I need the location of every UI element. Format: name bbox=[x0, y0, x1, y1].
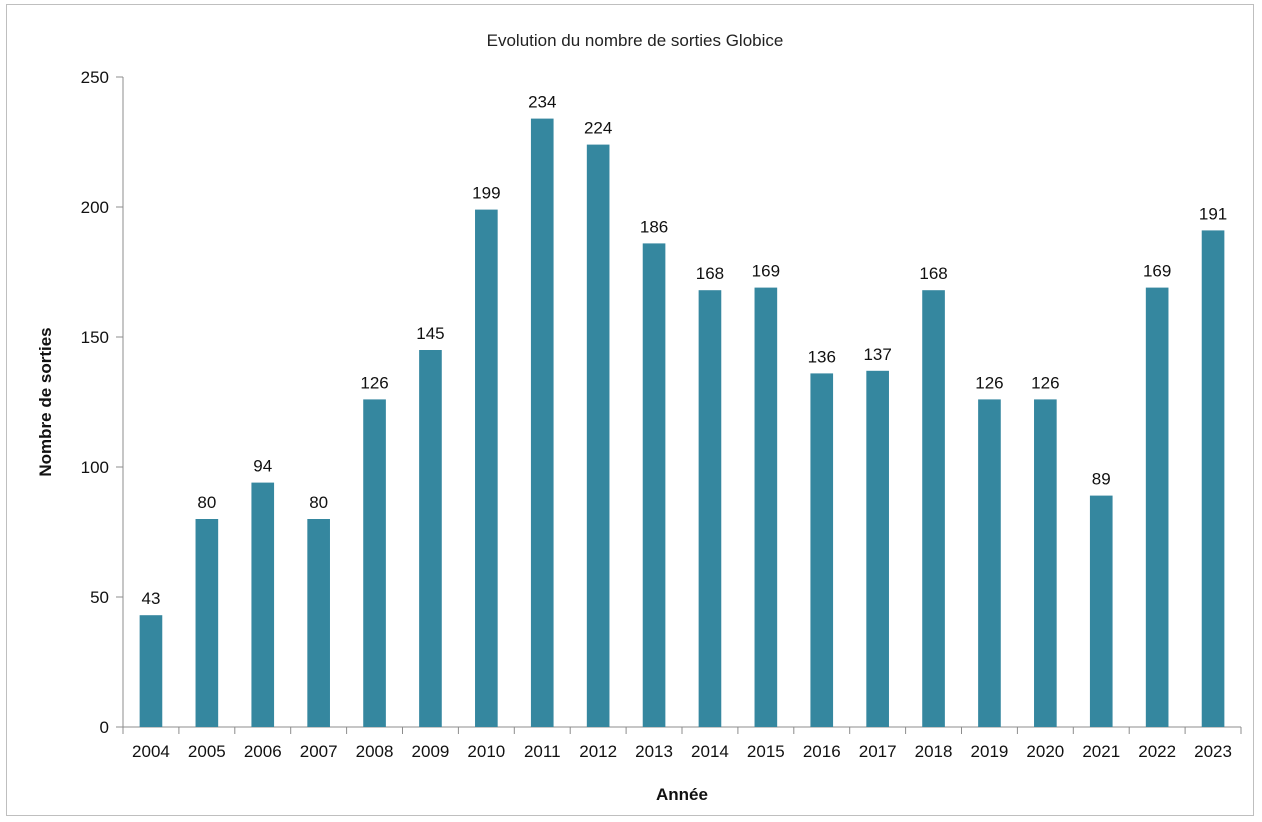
bar-2022 bbox=[1145, 287, 1169, 727]
y-tick-label: 100 bbox=[81, 458, 109, 477]
x-tick-label: 2023 bbox=[1194, 742, 1232, 761]
data-label-2011: 234 bbox=[528, 93, 556, 112]
chart-title: Evolution du nombre de sorties Globice bbox=[487, 31, 784, 50]
bar-2014 bbox=[698, 290, 722, 727]
data-label-2015: 169 bbox=[752, 262, 780, 281]
x-tick-label: 2015 bbox=[747, 742, 785, 761]
data-label-2009: 145 bbox=[416, 324, 444, 343]
bar-2015 bbox=[754, 287, 778, 727]
x-tick-label: 2013 bbox=[635, 742, 673, 761]
data-label-2005: 80 bbox=[197, 493, 216, 512]
x-tick-label: 2018 bbox=[915, 742, 953, 761]
data-label-2008: 126 bbox=[360, 373, 388, 392]
x-tick-label: 2004 bbox=[132, 742, 170, 761]
bar-2021 bbox=[1089, 495, 1113, 727]
x-tick-label: 2011 bbox=[524, 742, 561, 761]
data-label-2006: 94 bbox=[253, 457, 272, 476]
y-axis-title: Nombre de sorties bbox=[36, 327, 55, 476]
x-axis: 2004 2005 2006 2007 2008 2009 2010 2011 2012 2013… bbox=[122, 726, 1242, 761]
x-tick-label: 2021 bbox=[1082, 742, 1120, 761]
x-axis-title: Année bbox=[656, 785, 708, 804]
bar-2009 bbox=[419, 350, 442, 727]
data-label-2013: 186 bbox=[640, 217, 668, 236]
x-tick-label: 2008 bbox=[356, 742, 394, 761]
x-tick-label: 2017 bbox=[859, 742, 897, 761]
y-axis: 0 50 100 150 200 250 bbox=[81, 68, 124, 737]
x-tick-label: 2016 bbox=[803, 742, 841, 761]
data-label-2004: 43 bbox=[141, 589, 160, 608]
data-label-2016: 136 bbox=[808, 347, 836, 366]
bar-2020 bbox=[1034, 399, 1057, 727]
bar-2008 bbox=[363, 399, 386, 727]
y-tick-label: 0 bbox=[100, 718, 109, 737]
bar-2013 bbox=[642, 243, 666, 727]
bar-2004 bbox=[139, 615, 163, 727]
data-label-2018: 168 bbox=[919, 264, 947, 283]
data-label-2020: 126 bbox=[1031, 373, 1059, 392]
bar-2016 bbox=[810, 373, 834, 727]
x-tick-label: 2014 bbox=[691, 742, 729, 761]
data-labels-group: 43 80 94 80 126 145 199 234 224 186 168 169 136 137 16… bbox=[141, 93, 1227, 609]
data-label-2022: 169 bbox=[1143, 262, 1171, 281]
bar-2018 bbox=[922, 290, 945, 727]
data-label-2007: 80 bbox=[309, 493, 328, 512]
x-tick-label: 2010 bbox=[467, 742, 505, 761]
y-tick-label: 200 bbox=[81, 198, 109, 217]
bar-2017 bbox=[866, 370, 889, 727]
x-tick-label: 2019 bbox=[971, 742, 1009, 761]
data-label-2021: 89 bbox=[1092, 470, 1111, 489]
bar-2023 bbox=[1201, 230, 1225, 727]
bar-2010 bbox=[475, 209, 498, 728]
y-tick-label: 250 bbox=[81, 68, 109, 87]
x-tick-label: 2005 bbox=[188, 742, 226, 761]
x-tick-label: 2020 bbox=[1026, 742, 1064, 761]
bars-group bbox=[139, 118, 1225, 728]
data-label-2017: 137 bbox=[863, 345, 891, 364]
x-tick-label: 2006 bbox=[244, 742, 282, 761]
bar-2006 bbox=[251, 482, 275, 727]
data-label-2023: 191 bbox=[1199, 204, 1227, 223]
x-tick-label: 2009 bbox=[412, 742, 450, 761]
data-label-2012: 224 bbox=[584, 119, 612, 138]
bar-2007 bbox=[307, 519, 330, 727]
y-tick-label: 150 bbox=[81, 328, 109, 347]
bar-2019 bbox=[978, 399, 1001, 727]
x-tick-label: 2012 bbox=[579, 742, 617, 761]
data-label-2010: 199 bbox=[472, 184, 500, 203]
bar-2012 bbox=[586, 144, 610, 728]
bar-2011 bbox=[530, 118, 554, 728]
y-tick-label: 50 bbox=[90, 588, 109, 607]
x-tick-label: 2007 bbox=[300, 742, 338, 761]
bar-2005 bbox=[195, 519, 219, 727]
x-tick-label: 2022 bbox=[1138, 742, 1176, 761]
data-label-2014: 168 bbox=[696, 264, 724, 283]
data-label-2019: 126 bbox=[975, 373, 1003, 392]
